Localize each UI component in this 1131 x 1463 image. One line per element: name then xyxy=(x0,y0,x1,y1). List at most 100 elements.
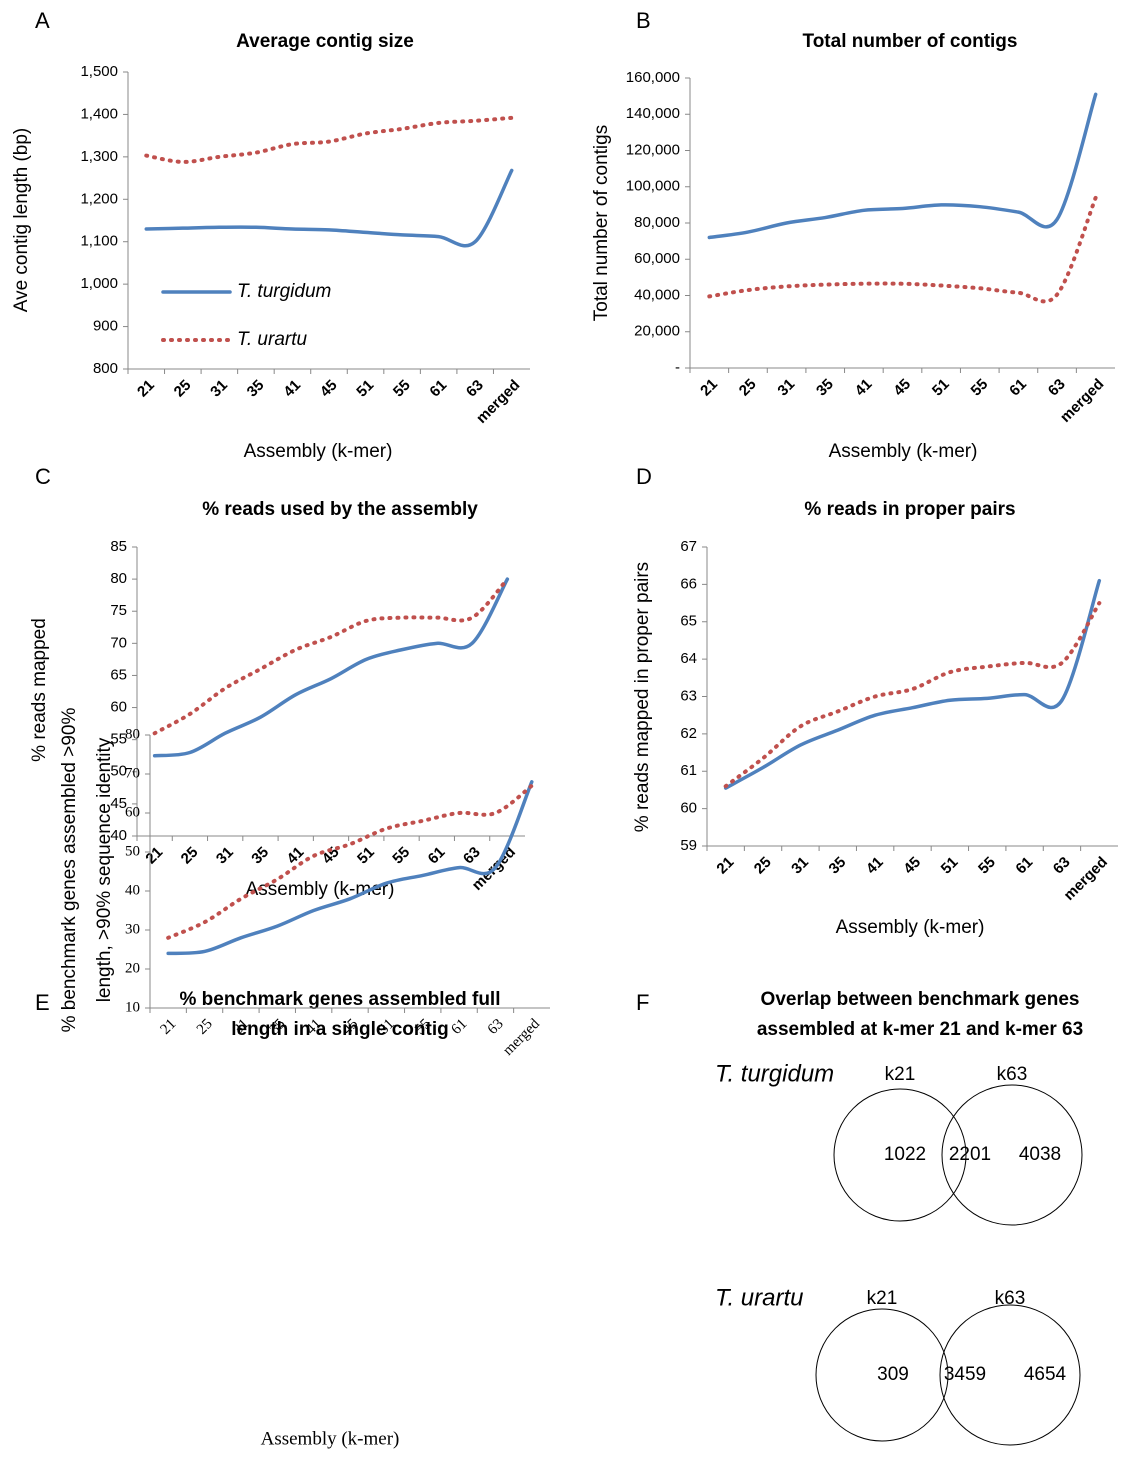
y-tick-label: 900 xyxy=(93,318,118,335)
y-tick-label: 62 xyxy=(680,725,697,742)
series-line xyxy=(723,601,1102,789)
x-tick-label: 61 xyxy=(1012,854,1036,878)
y-axis-title: % benchmark genes assembled >90% xyxy=(59,708,80,1033)
chart-title: Average contig size xyxy=(236,31,414,52)
venn-circle xyxy=(815,1308,949,1442)
x-tick-label: 61 xyxy=(1006,376,1030,400)
x-tick-label: 45 xyxy=(900,854,924,878)
y-tick-label: 65 xyxy=(110,666,127,683)
x-tick-label: 21 xyxy=(134,377,158,401)
chart-title: Overlap between benchmark genes xyxy=(761,989,1080,1010)
series-line xyxy=(166,783,534,940)
circle-label: k21 xyxy=(867,1288,898,1309)
chart-title: assembled at k-mer 21 and k-mer 63 xyxy=(757,1019,1083,1040)
x-tick-label: 63 xyxy=(460,844,484,868)
series-line xyxy=(707,195,1098,304)
y-axis-title: % reads mapped xyxy=(29,618,50,762)
y-tick-label: 100,000 xyxy=(626,178,680,195)
region-count: 309 xyxy=(877,1364,909,1385)
y-tick-label: 45 xyxy=(110,795,127,812)
x-tick-label: 51 xyxy=(938,854,962,878)
y-tick-label: 59 xyxy=(680,837,697,854)
y-tick-label: 75 xyxy=(110,602,127,619)
y-tick-label: 63 xyxy=(680,687,697,704)
legend-label: T. turgidum xyxy=(237,281,331,302)
y-tick-label: 80 xyxy=(125,726,140,742)
x-tick-label: 61 xyxy=(426,377,450,401)
x-tick-label: 51 xyxy=(354,844,378,868)
x-axis-title: Assembly (k-mer) xyxy=(836,917,985,938)
y-tick-label: 64 xyxy=(680,650,697,667)
y-tick-label: 50 xyxy=(110,763,127,780)
chart-title: length in a single contig xyxy=(231,1019,448,1040)
y-tick-label: 10 xyxy=(125,999,140,1015)
y-tick-label: 1,500 xyxy=(80,63,118,80)
series-line xyxy=(144,115,514,164)
venn-circle xyxy=(941,1084,1083,1226)
x-tick-label: 25 xyxy=(194,1016,216,1038)
series-line xyxy=(166,780,534,956)
x-tick-label: 25 xyxy=(171,377,195,401)
y-tick-label: 1,300 xyxy=(80,148,118,165)
x-tick-label: merged xyxy=(1057,376,1107,426)
x-tick-label: 21 xyxy=(158,1016,180,1038)
x-tick-label: 31 xyxy=(788,854,812,878)
region-count: 1022 xyxy=(884,1144,926,1165)
y-tick-label: 800 xyxy=(93,360,118,377)
y-tick-label: 70 xyxy=(110,634,127,651)
panel-letter: A xyxy=(35,8,50,33)
y-tick-label: 60 xyxy=(125,804,140,820)
circle-label: k63 xyxy=(995,1288,1026,1309)
region-count: 4038 xyxy=(1019,1144,1061,1165)
venn-circle xyxy=(939,1304,1081,1446)
series-line xyxy=(144,168,514,248)
x-tick-label: 21 xyxy=(697,376,721,400)
y-axis-title: % reads mapped in proper pairs xyxy=(632,562,653,832)
x-tick-label: 55 xyxy=(390,377,414,401)
region-count: 3459 xyxy=(944,1364,986,1385)
x-tick-label: 51 xyxy=(929,376,953,400)
y-tick-label: 80 xyxy=(110,570,127,587)
circle-label: k21 xyxy=(885,1064,916,1085)
x-tick-label: 63 xyxy=(485,1016,507,1038)
y-tick-label: 40 xyxy=(110,827,127,844)
x-tick-label: 41 xyxy=(284,844,308,868)
chart-title: % reads in proper pairs xyxy=(804,499,1015,520)
y-tick-label: 80,000 xyxy=(634,214,680,231)
x-tick-label: 63 xyxy=(463,377,487,401)
y-axis-title: Ave contig length (bp) xyxy=(11,128,32,313)
x-tick-label: 35 xyxy=(813,376,837,400)
panel-letter: F xyxy=(636,990,649,1015)
x-tick-label: 63 xyxy=(1050,854,1074,878)
y-tick-label: 50 xyxy=(125,843,140,859)
y-tick-label: 70 xyxy=(125,765,140,781)
panel-letter: D xyxy=(636,464,652,489)
y-tick-label: 1,000 xyxy=(80,275,118,292)
region-count: 4654 xyxy=(1024,1364,1067,1385)
y-tick-label: 61 xyxy=(680,762,697,779)
x-tick-label: 31 xyxy=(213,844,237,868)
y-tick-label: 40,000 xyxy=(634,286,680,303)
x-tick-label: 41 xyxy=(863,854,887,878)
x-axis-title: Assembly (k-mer) xyxy=(244,441,393,462)
x-tick-label: 55 xyxy=(968,376,992,400)
series-line xyxy=(152,577,510,758)
x-tick-label: 31 xyxy=(774,376,798,400)
y-tick-label: 67 xyxy=(680,538,697,555)
legend-label: T. urartu xyxy=(237,329,307,350)
x-tick-label: 61 xyxy=(425,844,449,868)
y-tick-label: 60 xyxy=(680,800,697,817)
x-tick-label: 41 xyxy=(280,377,304,401)
series-line xyxy=(723,578,1102,790)
y-axis-title: length, >90% sequence identity xyxy=(94,737,115,1002)
x-tick-label: 35 xyxy=(248,844,272,868)
x-tick-label: 45 xyxy=(890,376,914,400)
x-tick-label: 41 xyxy=(852,376,876,400)
y-tick-label: 20,000 xyxy=(634,323,680,340)
circle-label: k63 xyxy=(997,1064,1028,1085)
chart-title: Total number of contigs xyxy=(803,31,1018,52)
y-tick-label: - xyxy=(675,359,680,376)
chart-title: % benchmark genes assembled full xyxy=(179,989,500,1010)
set-name: T. turgidum xyxy=(715,1060,834,1087)
x-tick-label: 45 xyxy=(317,377,341,401)
